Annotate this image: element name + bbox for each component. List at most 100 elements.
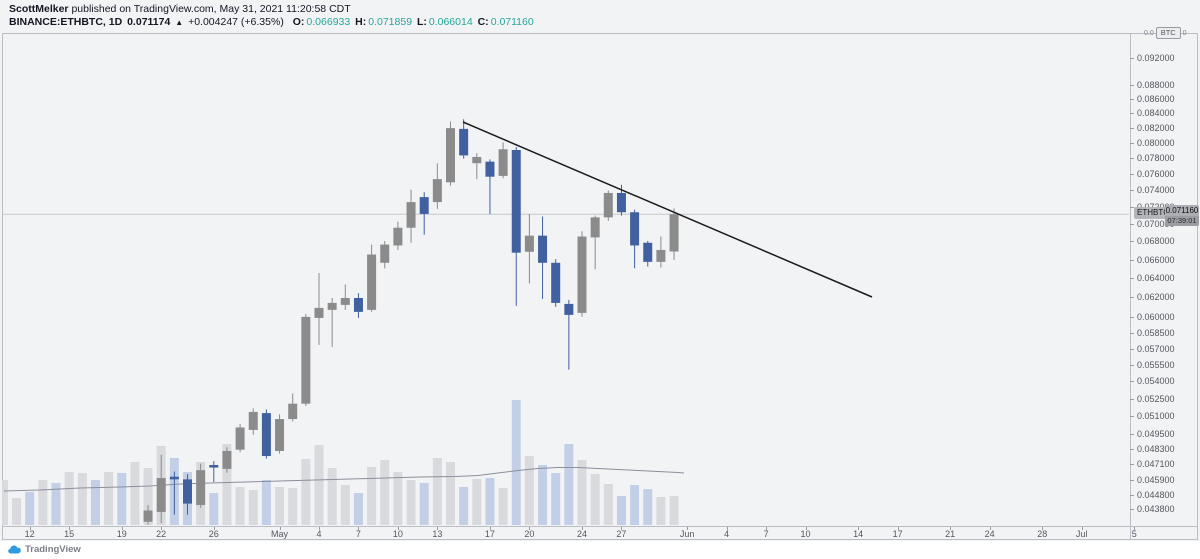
byline-text: published on TradingView.com, May 31, 20… xyxy=(68,3,351,15)
candle-up xyxy=(222,450,232,469)
price-axis-label: 0.064000 xyxy=(1137,273,1175,284)
low-value: 0.066014 xyxy=(428,16,473,28)
tradingview-cloud-icon xyxy=(8,545,21,554)
time-axis-label: 12 xyxy=(24,529,35,539)
chart-frame xyxy=(2,33,1198,540)
price-axis-label: 0.080000 xyxy=(1137,137,1175,148)
price-axis-label: 0.048300 xyxy=(1137,444,1175,455)
candle-up xyxy=(235,427,245,450)
price-axis-tick xyxy=(1130,278,1134,280)
last-price-box: 0.071160 07:39:01 xyxy=(1165,205,1199,226)
symbol-interval: BINANCE:ETHBTC, 1D xyxy=(9,16,123,28)
price-axis-tick xyxy=(1130,112,1134,114)
time-axis[interactable]: 12 15 19 22 26 May 4 7 10 13 17 20 24 27 Jun 4 7 10 14 17 21… xyxy=(2,527,1198,540)
price-axis-label: 0.066000 xyxy=(1137,254,1175,265)
publish-byline: ScottMelker published on TradingView.com… xyxy=(9,3,351,15)
time-axis-label: Jun xyxy=(679,529,695,539)
candle-up xyxy=(590,217,600,238)
price-axis-tick xyxy=(1130,142,1134,144)
price-axis-tick xyxy=(1130,464,1134,466)
time-axis-label: 26 xyxy=(208,529,219,539)
candle-up xyxy=(248,411,258,430)
price-change: +0.004247 (+6.35%) xyxy=(188,16,284,28)
symbol-price-tag: ETHBTC xyxy=(1134,207,1172,219)
price-axis-tick xyxy=(1130,434,1134,436)
price-axis-tick xyxy=(1130,508,1134,510)
time-axis-tick xyxy=(161,527,163,530)
volume-bar xyxy=(419,483,429,525)
volume-bar xyxy=(327,468,337,525)
candle-up xyxy=(340,297,350,305)
time-axis-label: 14 xyxy=(853,529,864,539)
price-axis-separator xyxy=(1130,33,1131,540)
candle-up xyxy=(327,302,337,310)
price-axis-tick xyxy=(1130,348,1134,350)
volume-bar xyxy=(367,467,377,525)
price-axis-label: 0.072000 xyxy=(1137,202,1175,212)
time-axis-tick xyxy=(489,527,491,530)
time-axis-tick xyxy=(279,527,281,530)
time-axis-tick xyxy=(805,527,807,530)
price-axis-tick xyxy=(1130,480,1134,482)
candlestick-volume-canvas xyxy=(2,119,1129,525)
candle-down xyxy=(353,297,363,312)
time-axis-tick xyxy=(529,527,531,530)
price-axis-label: 0.082000 xyxy=(1137,122,1175,133)
price-axis-label: 0.062000 xyxy=(1137,292,1175,303)
header-last-price: 0.071174 xyxy=(127,16,171,28)
volume-bar xyxy=(564,444,574,525)
tradingview-brand[interactable]: TradingView xyxy=(8,544,81,555)
volume-bar xyxy=(446,462,455,525)
price-axis-tick xyxy=(1130,494,1134,496)
volume-bar xyxy=(90,480,100,525)
time-axis-tick xyxy=(582,527,583,530)
candle-down xyxy=(511,150,521,253)
volume-bar xyxy=(590,474,600,525)
volume-bar xyxy=(630,485,640,525)
candle-up xyxy=(432,179,442,203)
high-value: 0.071859 xyxy=(368,16,413,28)
volume-bar xyxy=(77,473,87,525)
volume-bar xyxy=(235,487,245,525)
time-axis-tick xyxy=(1042,527,1044,530)
volume-bar xyxy=(12,498,22,525)
time-axis-tick xyxy=(766,527,768,530)
volume-bar xyxy=(222,444,232,525)
price-axis-label: 0.043800 xyxy=(1137,503,1175,514)
candle-down xyxy=(209,464,219,468)
candle-up xyxy=(393,227,403,246)
candle-up xyxy=(524,235,534,252)
price-axis-tick xyxy=(1130,398,1134,400)
symbol-info-bar: BINANCE:ETHBTC, 1D 0.071174 ▲ +0.004247 … xyxy=(9,16,536,28)
high-label: H: xyxy=(355,16,367,28)
volume-bar xyxy=(432,458,442,525)
candle-up xyxy=(603,192,613,218)
volume-bar xyxy=(551,473,561,525)
volume-bar xyxy=(130,462,140,525)
price-axis-label: 0.074000 xyxy=(1137,185,1175,195)
time-axis-label: 27 xyxy=(616,529,627,539)
chart-pane[interactable] xyxy=(2,33,1130,526)
up-arrow-icon: ▲ xyxy=(175,18,184,27)
btc-unit-badge[interactable]: BTC xyxy=(1155,27,1181,39)
time-axis-label: Jul xyxy=(1075,529,1088,539)
last-price-value: 0.071160 xyxy=(1165,205,1199,216)
tradingview-brand-label: TradingView xyxy=(25,544,81,555)
candle-down xyxy=(183,479,192,504)
low-label: L: xyxy=(416,16,427,28)
volume-bar xyxy=(393,472,403,525)
volume-bar xyxy=(472,479,482,525)
time-axis-label: 24 xyxy=(984,529,995,539)
time-axis-tick xyxy=(319,527,320,530)
price-axis[interactable]: 0.092000 0.088000 0.086000 0.084000 0.082000… xyxy=(1130,33,1198,526)
price-axis-tick xyxy=(1130,241,1134,243)
price-axis-tick xyxy=(1130,206,1134,208)
volume-bar xyxy=(64,472,74,525)
price-axis-tick xyxy=(1130,416,1134,418)
time-axis-label: 5 xyxy=(1131,529,1137,539)
volume-bar xyxy=(275,487,285,525)
candle-up xyxy=(406,202,416,228)
candle-up xyxy=(301,316,311,404)
volume-bar xyxy=(261,480,271,525)
price-axis-unit: 0.0 BTC 0 xyxy=(1144,27,1187,39)
